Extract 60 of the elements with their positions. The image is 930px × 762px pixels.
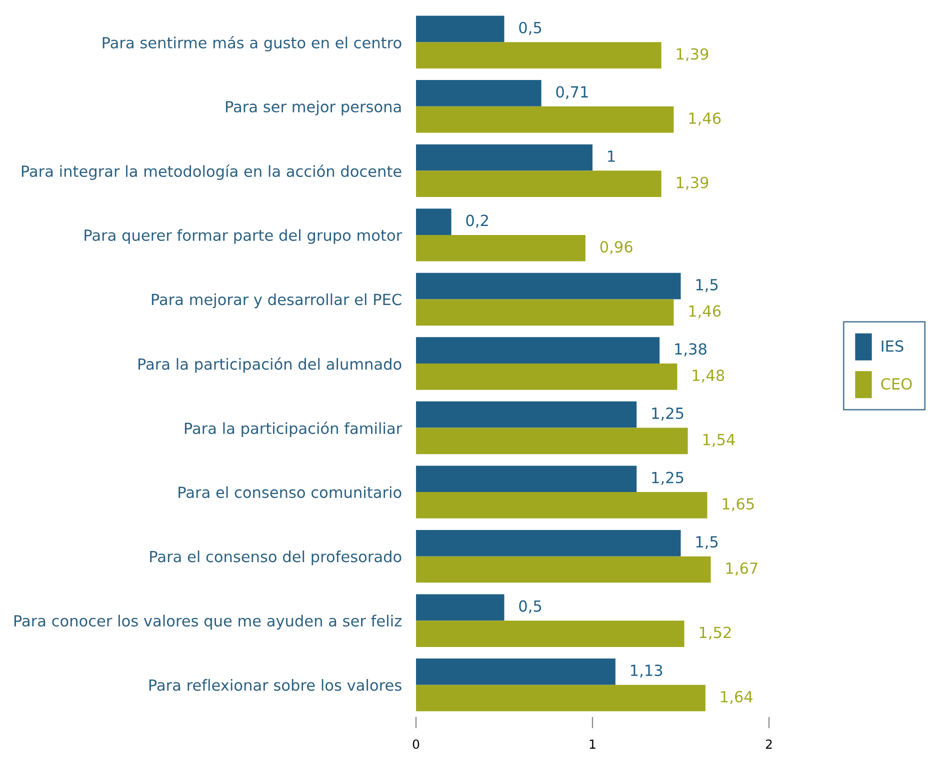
x-tick-label: 1 (590, 740, 596, 749)
bar (416, 658, 616, 685)
y-tick-label: Para ser mejor persona (226, 100, 401, 116)
legend-label: IES (882, 340, 904, 352)
data-label: 1,25 (652, 407, 684, 421)
bar (416, 234, 586, 262)
y-tick-label: Para la participación del alumnado (138, 357, 402, 373)
bar (416, 144, 592, 171)
data-label: 1,5 (696, 536, 718, 550)
data-label: 1,46 (689, 112, 721, 126)
data-label: 0,71 (556, 86, 588, 100)
data-label: 1,67 (726, 562, 758, 576)
bar (416, 684, 706, 712)
y-tick-label: Para el consenso comunitario (178, 486, 402, 498)
bar (416, 594, 504, 621)
legend-label: CEO (881, 378, 912, 390)
bar (416, 42, 662, 68)
data-label: 0,5 (519, 600, 542, 614)
data-label: 1,38 (675, 343, 706, 356)
data-label: 0,5 (519, 22, 542, 35)
y-tick-label: Para reflexionar sobre los valores (149, 679, 402, 691)
y-tick-label: Para el consenso del profesorado (150, 550, 402, 566)
bar (416, 364, 678, 390)
y-tick-label: Para integrar la metodología en la acción docente (22, 164, 402, 180)
bar (416, 401, 637, 428)
bar (416, 208, 452, 235)
bar (416, 16, 504, 42)
bar (416, 106, 674, 133)
data-label: 1,65 (722, 498, 754, 512)
bar (416, 428, 688, 454)
bar (416, 492, 708, 518)
data-label: 1,39 (676, 176, 708, 190)
data-label: 1,54 (703, 434, 735, 447)
data-label: 1,64 (721, 690, 753, 704)
y-tick-label: Para querer formar parte del grupo motor (84, 229, 402, 244)
y-tick-label: Para conocer los valores que me ayuden a ser feliz (14, 614, 402, 630)
data-label: 1,5 (696, 279, 718, 292)
bar (416, 466, 637, 492)
bar (416, 620, 684, 647)
bar (416, 337, 660, 364)
data-label: 1,39 (676, 48, 708, 62)
y-tick-label: Para la participación familiar (184, 422, 402, 438)
bar (416, 272, 681, 300)
bar (416, 299, 674, 326)
data-label: 1,48 (692, 370, 724, 383)
data-label: 0,96 (600, 241, 632, 254)
bar (416, 530, 681, 556)
data-label: 1,52 (700, 626, 731, 640)
y-tick-label: Para mejorar y desarrollar el PEC (152, 293, 402, 308)
data-label: 1,13 (631, 664, 662, 678)
y-tick-label: Para sentirme más a gusto en el centro (102, 36, 402, 52)
x-tick-label: 0 (412, 739, 420, 749)
data-label: 1 (608, 150, 615, 162)
bar (416, 170, 662, 198)
bar (416, 556, 711, 583)
data-label: 1,46 (689, 305, 721, 318)
data-label: 0,2 (466, 214, 488, 228)
data-label: 1,25 (652, 472, 684, 485)
x-tick-label: 2 (766, 739, 772, 749)
bar (416, 80, 542, 106)
